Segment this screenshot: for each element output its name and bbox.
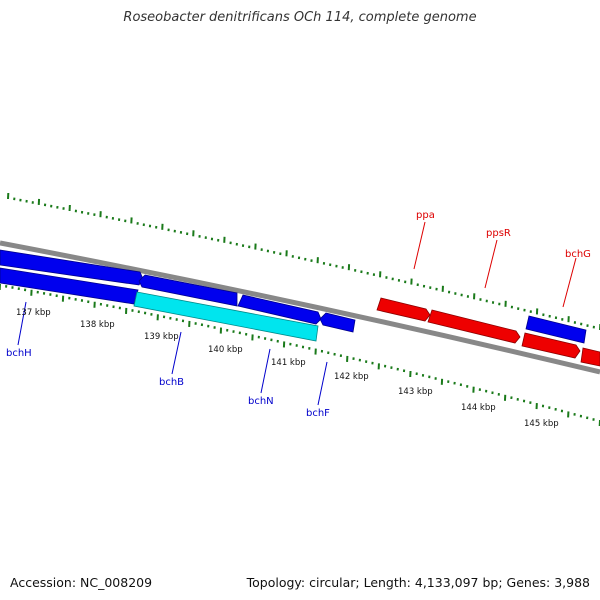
- tick-label: 141 kbp: [271, 358, 306, 368]
- gene-label-bchF[interactable]: bchF: [306, 408, 330, 419]
- tick-label: 138 kbp: [80, 320, 115, 330]
- gene-arrow[interactable]: [580, 347, 600, 367]
- gene-labels: bchH bchB bchN bchF ppa ppsR bchG: [6, 210, 591, 419]
- gene-label-ppsR[interactable]: ppsR: [486, 228, 511, 239]
- inner-tick-row: [0, 284, 600, 427]
- gene-label-bchG[interactable]: bchG: [565, 249, 591, 260]
- tick-label: 140 kbp: [208, 345, 243, 355]
- map-title: Roseobacter denitrificans OCh 114, compl…: [123, 10, 477, 25]
- gene-track: [0, 249, 600, 367]
- gene-label-bchN[interactable]: bchN: [248, 396, 274, 407]
- gene-label-bchB[interactable]: bchB: [159, 377, 184, 388]
- genome-summary-text: Topology: circular; Length: 4,133,097 bp…: [246, 575, 590, 590]
- tick-label: 144 kbp: [461, 403, 496, 413]
- accession-text: Accession: NC_008209: [10, 575, 153, 590]
- gene-arrow[interactable]: [319, 312, 356, 333]
- gene-label-ppa[interactable]: ppa: [416, 210, 435, 221]
- gene-arrow[interactable]: [521, 332, 581, 359]
- tick-label: 142 kbp: [334, 372, 369, 382]
- tick-label: 137 kbp: [16, 308, 51, 318]
- gene-arrow[interactable]: [0, 267, 139, 305]
- gene-arrow[interactable]: [427, 309, 521, 344]
- gene-arrow-highlight[interactable]: [133, 291, 319, 342]
- tick-label: 145 kbp: [524, 419, 559, 429]
- gene-label-bchH[interactable]: bchH: [6, 348, 32, 359]
- genome-backbone: [0, 240, 600, 375]
- gene-leader-lines: [17, 221, 577, 406]
- tick-label: 143 kbp: [398, 387, 433, 397]
- outer-tick-row: [7, 192, 600, 330]
- gene-arrow[interactable]: [138, 274, 238, 307]
- kbp-tick-labels: 137 kbp 138 kbp 139 kbp 140 kbp 141 kbp …: [16, 308, 559, 429]
- tick-label: 139 kbp: [144, 332, 179, 342]
- gene-arrow[interactable]: [525, 315, 587, 344]
- gene-arrow[interactable]: [376, 297, 431, 322]
- gene-arrow[interactable]: [237, 294, 322, 325]
